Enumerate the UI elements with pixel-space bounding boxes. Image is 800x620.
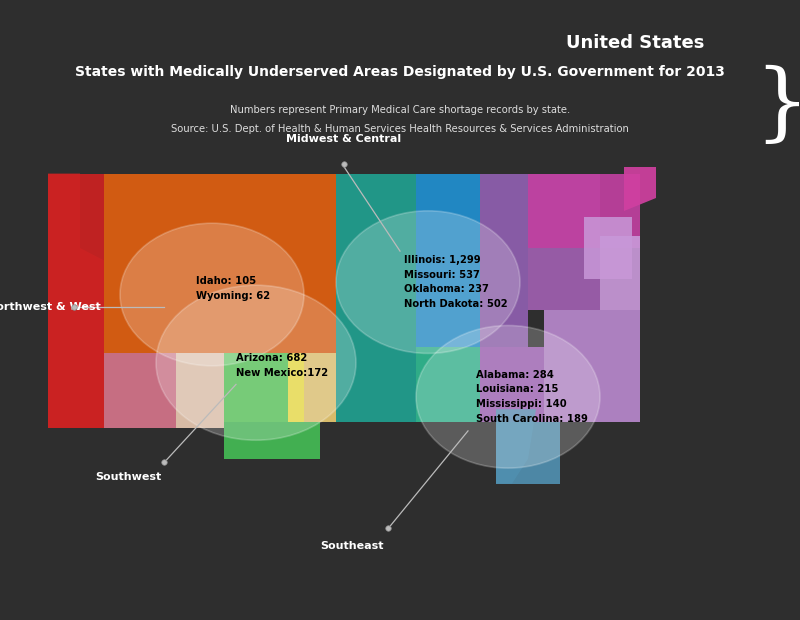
Polygon shape — [496, 409, 536, 484]
Text: Arizona: 682
New Mexico:172: Arizona: 682 New Mexico:172 — [236, 353, 328, 378]
Polygon shape — [336, 329, 416, 422]
Polygon shape — [528, 174, 600, 310]
Polygon shape — [480, 174, 528, 347]
Polygon shape — [224, 353, 320, 459]
Circle shape — [120, 223, 304, 366]
Polygon shape — [544, 310, 640, 422]
Polygon shape — [600, 236, 640, 310]
Polygon shape — [528, 174, 640, 248]
Polygon shape — [480, 347, 544, 422]
Text: States with Medically Underserved Areas Designated by U.S. Government for 2013: States with Medically Underserved Areas … — [75, 65, 725, 79]
Text: Source: U.S. Dept. of Health & Human Services Health Resources & Services Admini: Source: U.S. Dept. of Health & Human Ser… — [171, 124, 629, 134]
Text: }: } — [754, 65, 800, 148]
Text: Illinois: 1,299
Missouri: 537
Oklahoma: 237
North Dakota: 502: Illinois: 1,299 Missouri: 537 Oklahoma: … — [404, 255, 508, 309]
Text: Northwest & West: Northwest & West — [0, 302, 101, 312]
Polygon shape — [304, 353, 336, 422]
Text: Midwest & Central: Midwest & Central — [286, 135, 402, 144]
Circle shape — [416, 326, 600, 468]
Polygon shape — [416, 347, 480, 422]
Polygon shape — [584, 217, 632, 279]
Polygon shape — [416, 174, 480, 347]
Polygon shape — [224, 174, 336, 353]
Polygon shape — [104, 174, 224, 353]
Circle shape — [156, 285, 356, 440]
Circle shape — [336, 211, 520, 353]
Polygon shape — [104, 353, 176, 428]
Polygon shape — [48, 174, 104, 428]
Text: United States: United States — [566, 34, 704, 52]
Polygon shape — [624, 167, 656, 211]
Polygon shape — [176, 353, 224, 428]
Polygon shape — [224, 353, 304, 422]
Polygon shape — [496, 422, 560, 484]
Text: Numbers represent Primary Medical Care shortage records by state.: Numbers represent Primary Medical Care s… — [230, 105, 570, 115]
Text: Alabama: 284
Louisiana: 215
Mississippi: 140
South Carolina: 189: Alabama: 284 Louisiana: 215 Mississippi:… — [476, 370, 588, 424]
Polygon shape — [336, 174, 416, 329]
Text: Idaho: 105
Wyoming: 62: Idaho: 105 Wyoming: 62 — [196, 276, 270, 301]
Text: Southwest: Southwest — [95, 472, 161, 482]
Polygon shape — [48, 174, 104, 428]
Text: Southeast: Southeast — [320, 541, 384, 551]
